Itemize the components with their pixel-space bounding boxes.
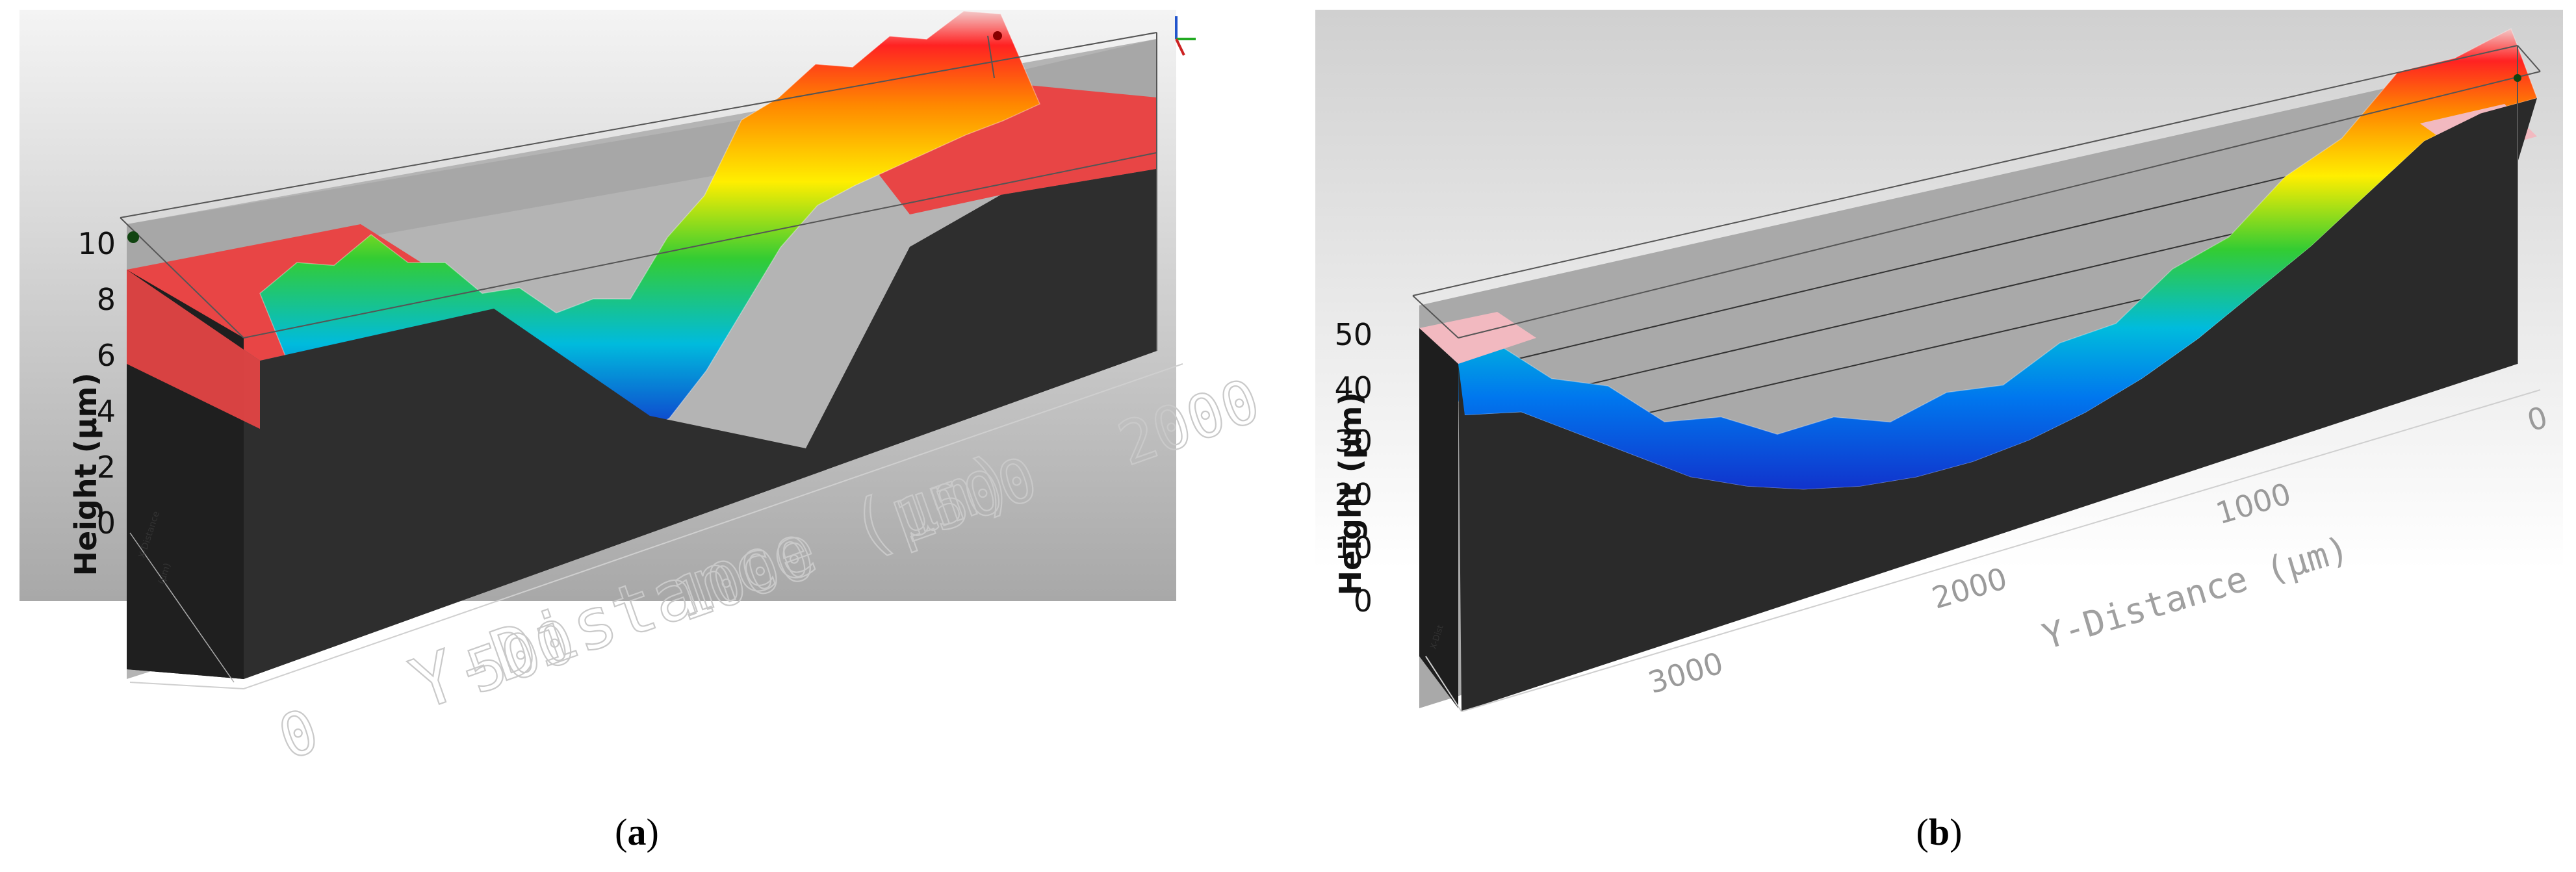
bounding-frame bbox=[120, 32, 1157, 351]
y-tick-label: 4 bbox=[97, 394, 116, 429]
y-tick-label: 2 bbox=[97, 450, 116, 485]
y-tick-label: 10 bbox=[77, 226, 116, 261]
y-axis-ticks-a: 0 2 4 6 8 10 bbox=[77, 226, 116, 541]
block-front bbox=[244, 169, 1157, 679]
axis-orientation-icon bbox=[1175, 16, 1196, 56]
y-axis-title-a: Height (µm) bbox=[68, 373, 103, 576]
frame-marker-right bbox=[993, 31, 1002, 40]
x-tick-label: 0 bbox=[270, 696, 328, 773]
caption-b: (b) bbox=[1916, 811, 1963, 853]
y-tick-label: 20 bbox=[1334, 477, 1372, 512]
bounding-frame-b bbox=[1412, 45, 2541, 364]
front-block-b bbox=[1458, 98, 2537, 712]
y-tick-label: 8 bbox=[97, 282, 116, 317]
plateau-left-b bbox=[1419, 312, 1536, 364]
y-tick-label: 0 bbox=[1354, 583, 1372, 619]
frame-marker-left bbox=[127, 231, 139, 243]
y-tick-label: 40 bbox=[1334, 370, 1372, 405]
y-tick-label: 6 bbox=[97, 338, 116, 373]
x-axis-line-b bbox=[1425, 389, 2541, 712]
panel-a: 0 2 4 6 8 10 Height (µm) 0 500 1000 1500 2000 Y-D… bbox=[0, 0, 1274, 872]
plateau-left-edge bbox=[127, 270, 260, 429]
y-tick-label: 10 bbox=[1334, 530, 1372, 565]
y-tick-label: 50 bbox=[1334, 317, 1372, 352]
block-side-b bbox=[1419, 328, 1458, 708]
x-axis-line-a bbox=[129, 363, 1183, 689]
y-tick-label: 30 bbox=[1334, 424, 1372, 459]
y-axis-title-b: Height (µm) bbox=[1333, 392, 1368, 596]
y-axis-ticks-b: 0 10 20 30 40 50 bbox=[1334, 317, 1372, 619]
panel-b: 0 10 20 30 40 50 Height (µm) 3000 2000 1000 0 Y-… bbox=[1302, 0, 2576, 872]
y-tick-label: 0 bbox=[97, 506, 116, 541]
caption-a: (a) bbox=[615, 811, 659, 853]
frame-marker-b bbox=[2514, 74, 2521, 82]
